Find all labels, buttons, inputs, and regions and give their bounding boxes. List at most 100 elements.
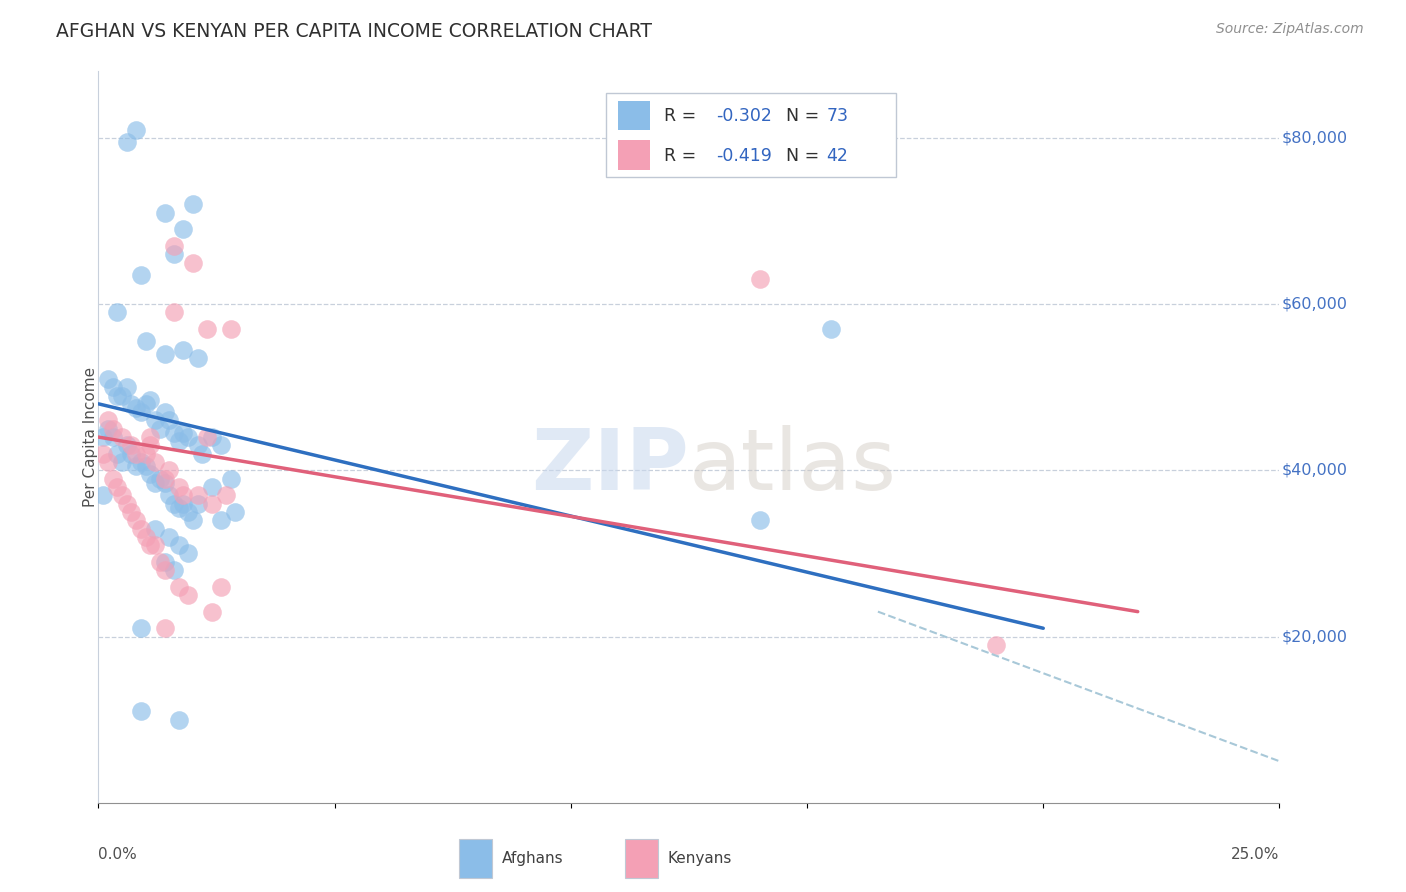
Point (163, 425, 186, 440)
Text: 73: 73 (827, 107, 848, 125)
Point (91, 488, 114, 502)
Point (181, 255, 204, 269)
Point (157, 488, 180, 502)
Point (172, 222, 194, 236)
Point (111, 430, 134, 444)
Point (135, 397, 157, 411)
Point (111, 488, 134, 502)
Point (201, 605, 224, 619)
Point (172, 488, 194, 502)
Point (820, 322, 842, 336)
Point (157, 413, 180, 427)
Point (163, 247, 186, 261)
Point (91, 447, 114, 461)
Point (129, 455, 152, 469)
Point (167, 500, 190, 515)
Point (129, 621, 152, 635)
Text: R =: R = (664, 146, 702, 164)
Point (984, 638, 1007, 652)
Point (163, 563, 186, 577)
Point (139, 538, 162, 552)
Point (215, 488, 238, 502)
Point (115, 497, 138, 511)
Point (219, 322, 242, 336)
Point (129, 705, 152, 719)
FancyBboxPatch shape (460, 838, 492, 878)
Text: Source: ZipAtlas.com: Source: ZipAtlas.com (1216, 22, 1364, 37)
Point (129, 268, 152, 282)
Point (187, 488, 209, 502)
Point (139, 392, 162, 407)
Text: N =: N = (786, 107, 824, 125)
Point (153, 621, 176, 635)
Point (167, 480, 190, 494)
Point (129, 405, 152, 419)
Point (125, 459, 148, 474)
Point (209, 580, 232, 594)
Point (97, 455, 120, 469)
Text: AFGHAN VS KENYAN PER CAPITA INCOME CORRELATION CHART: AFGHAN VS KENYAN PER CAPITA INCOME CORRE… (56, 22, 652, 41)
Point (125, 401, 148, 415)
Point (121, 505, 143, 519)
Point (157, 463, 180, 477)
Point (191, 447, 214, 461)
Point (91, 430, 114, 444)
Point (181, 513, 204, 527)
Point (153, 405, 176, 419)
Point (181, 197, 204, 211)
Point (224, 505, 246, 519)
Point (97, 372, 120, 386)
Point (172, 425, 194, 440)
Text: $80,000: $80,000 (1282, 130, 1348, 145)
Point (115, 380, 138, 394)
Text: N =: N = (786, 146, 824, 164)
Point (105, 388, 128, 402)
Point (177, 430, 200, 444)
Point (195, 322, 218, 336)
Point (201, 430, 224, 444)
Point (153, 555, 176, 569)
Point (167, 538, 190, 552)
Point (172, 497, 194, 511)
Point (139, 430, 162, 444)
Point (149, 555, 172, 569)
Point (201, 497, 224, 511)
Text: -0.419: -0.419 (716, 146, 772, 164)
Point (195, 430, 218, 444)
Point (153, 472, 176, 486)
Text: atlas: atlas (689, 425, 897, 508)
Text: R =: R = (664, 107, 702, 125)
Point (209, 513, 232, 527)
Point (105, 305, 128, 319)
Point (105, 480, 128, 494)
Point (125, 447, 148, 461)
Point (157, 530, 180, 544)
Point (139, 467, 162, 482)
Point (187, 351, 209, 365)
Point (177, 505, 200, 519)
Point (167, 434, 190, 449)
Point (143, 455, 166, 469)
Point (135, 530, 157, 544)
Y-axis label: Per Capita Income: Per Capita Income (83, 367, 97, 508)
Point (153, 205, 176, 219)
Point (139, 438, 162, 452)
Text: 25.0%: 25.0% (1232, 847, 1279, 862)
Text: -0.302: -0.302 (716, 107, 772, 125)
Point (111, 388, 134, 402)
Point (748, 272, 770, 286)
Point (177, 546, 200, 560)
Point (143, 521, 166, 535)
FancyBboxPatch shape (624, 838, 658, 878)
Point (101, 380, 124, 394)
Text: 0.0%: 0.0% (98, 847, 138, 862)
Point (187, 438, 209, 452)
Point (97, 422, 120, 436)
Point (149, 422, 172, 436)
Point (167, 580, 190, 594)
Point (111, 455, 134, 469)
Point (201, 480, 224, 494)
Point (149, 472, 172, 486)
Point (101, 422, 124, 436)
FancyBboxPatch shape (606, 94, 896, 178)
